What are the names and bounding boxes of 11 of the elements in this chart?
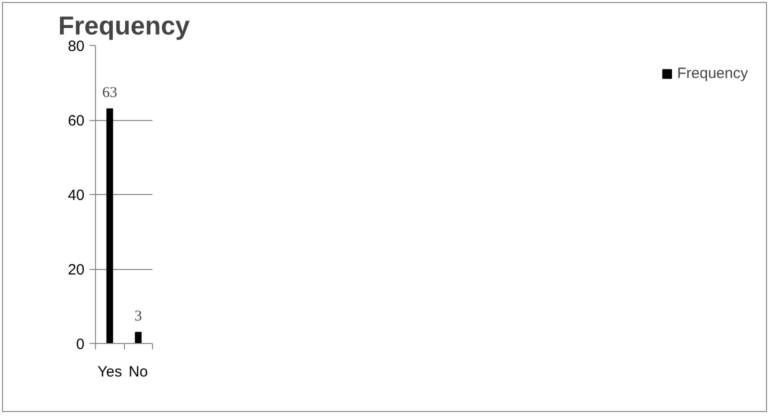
y-tick-label: 0	[76, 336, 84, 353]
chart-title: Frequency	[58, 10, 190, 40]
data-label: 63	[102, 84, 118, 101]
y-tick-label: 20	[68, 262, 85, 278]
x-tick-label: No	[128, 364, 148, 380]
y-tick-label: 60	[68, 112, 85, 130]
y-tick-label: 80	[68, 38, 85, 55]
x-tick-label: Yes	[98, 364, 122, 380]
legend-label: Frequency	[677, 65, 748, 82]
y-tick-label: 40	[68, 187, 85, 204]
data-label: 3	[134, 308, 142, 324]
